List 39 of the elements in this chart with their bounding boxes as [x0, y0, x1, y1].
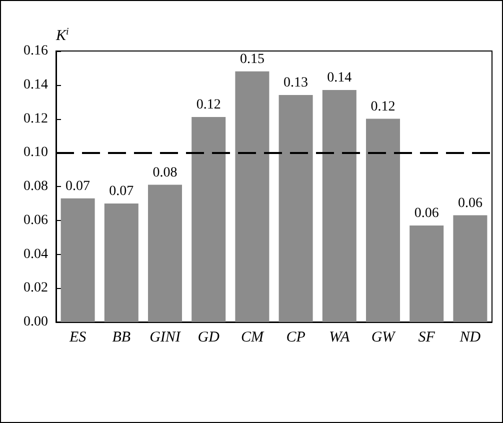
data-label: 0.14 [327, 70, 352, 86]
bar [148, 184, 182, 322]
y-tick-label: 0.10 [24, 145, 48, 160]
bar [235, 71, 270, 322]
data-label: 0.13 [284, 76, 308, 91]
y-tick-label: 0.16 [24, 44, 48, 58]
data-label: 0.07 [109, 184, 134, 199]
data-label: 0.12 [370, 99, 396, 114]
y-tick-label: 0.04 [24, 246, 48, 262]
bar [104, 203, 138, 322]
x-tick-label: SF [418, 330, 436, 346]
x-tick-label: GW [371, 330, 396, 346]
bar [60, 198, 95, 322]
x-tick-label: BB [112, 330, 131, 346]
y-tick-label: 0.06 [24, 212, 48, 228]
x-tick-label: ND [458, 330, 481, 346]
data-label: 0.08 [152, 165, 178, 180]
y-tick-label: 0.12 [24, 111, 48, 126]
data-label: 0.07 [66, 178, 90, 194]
bar [322, 90, 356, 322]
data-label: 0.15 [240, 52, 264, 67]
x-tick-label: WA [329, 330, 351, 346]
x-tick-label: GINI [150, 330, 182, 346]
x-tick-label: GD [198, 330, 220, 346]
x-tick-label: ES [68, 330, 87, 346]
data-label: 0.06 [414, 206, 439, 221]
bar [366, 118, 400, 322]
x-tick-label: CP [286, 330, 306, 346]
bar [410, 225, 444, 322]
data-label: 0.06 [458, 196, 482, 211]
y-tick-label: 0.02 [24, 280, 48, 296]
bar [453, 215, 488, 322]
y-tick-label: 0.08 [24, 179, 48, 194]
y-tick-label: 0.00 [24, 314, 48, 330]
y-tick-label: 0.14 [24, 77, 48, 92]
data-label: 0.12 [196, 98, 221, 113]
x-tick-label: CM [240, 330, 265, 346]
bar [192, 117, 226, 322]
bar [278, 95, 313, 322]
